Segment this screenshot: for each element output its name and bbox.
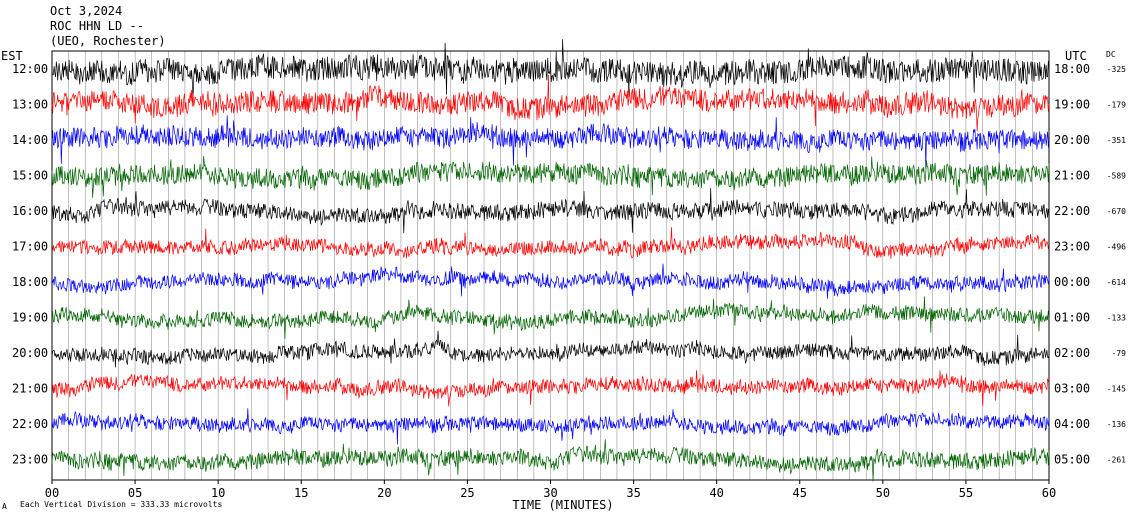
trace-line <box>51 74 1050 132</box>
right-hour-label: 02:00 <box>1054 346 1090 360</box>
left-hour-label: 20:00 <box>12 346 48 360</box>
chart-header: Oct 3,2024 ROC HHN LD -- (UEO, Rochester… <box>50 4 166 48</box>
right-timezone-label: UTC <box>1065 49 1087 63</box>
x-tick-label: 55 <box>959 486 973 500</box>
dc-offset-label: -325 <box>1107 65 1126 74</box>
x-tick-label: 10 <box>211 486 225 500</box>
x-tick-label: 00 <box>45 486 59 500</box>
header-date: Oct 3,2024 <box>50 4 122 18</box>
dc-offset-label: -496 <box>1107 243 1126 252</box>
trace-line <box>51 330 1050 368</box>
x-tick-label: 25 <box>460 486 474 500</box>
right-hour-label: 00:00 <box>1054 275 1090 289</box>
left-timezone-label: EST <box>1 49 23 63</box>
dc-offset-label: -79 <box>1112 349 1127 358</box>
left-hour-label: 17:00 <box>12 240 48 254</box>
header-station: ROC HHN LD -- <box>50 19 144 33</box>
trace-line <box>52 227 1050 259</box>
trace-line <box>51 296 1050 340</box>
right-hour-label: 04:00 <box>1054 417 1090 431</box>
dc-offset-label: -145 <box>1107 385 1126 394</box>
right-hour-label: 23:00 <box>1054 240 1090 254</box>
x-tick-label: 45 <box>793 486 807 500</box>
dc-header-label: DC <box>1106 50 1116 59</box>
dc-offset-label: -670 <box>1107 207 1126 216</box>
right-hour-label: 22:00 <box>1054 204 1090 218</box>
trace-line <box>51 439 1050 482</box>
right-hour-label: 05:00 <box>1054 453 1090 467</box>
dc-offset-label: -614 <box>1107 278 1126 287</box>
left-hour-label: 14:00 <box>12 133 48 147</box>
dc-offset-label: -351 <box>1107 136 1126 145</box>
right-hour-label: 19:00 <box>1054 98 1090 112</box>
trace-line <box>51 39 1050 103</box>
footer-note-icon: A <box>2 502 7 511</box>
left-hour-label: 21:00 <box>12 382 48 396</box>
x-tick-label: 50 <box>876 486 890 500</box>
hour-labels: 12:00 18:00 -325 13:00 19:00 -179 14:00 20:00 -3… <box>12 62 1126 467</box>
x-tick-label: 20 <box>377 486 391 500</box>
left-hour-label: 22:00 <box>12 417 48 431</box>
right-hour-label: 21:00 <box>1054 169 1090 183</box>
left-hour-label: 23:00 <box>12 453 48 467</box>
left-hour-label: 13:00 <box>12 98 48 112</box>
right-hour-label: 20:00 <box>1054 133 1090 147</box>
x-axis-label: TIME (MINUTES) <box>512 498 613 512</box>
right-hour-label: 03:00 <box>1054 382 1090 396</box>
trace-line <box>51 187 1050 234</box>
x-axis-ticks: 00 05 10 15 20 25 30 35 40 45 50 55 60 <box>45 480 1056 500</box>
trace-line <box>51 155 1050 198</box>
footer-note: Each Vertical Division = 333.33 microvol… <box>20 500 222 509</box>
header-location: (UEO, Rochester) <box>50 34 166 48</box>
dc-offset-label: -133 <box>1107 314 1126 323</box>
dc-offset-label: -589 <box>1107 172 1126 181</box>
left-hour-label: 19:00 <box>12 311 48 325</box>
trace-line <box>51 115 1050 169</box>
x-tick-label: 05 <box>128 486 142 500</box>
x-tick-label: 15 <box>294 486 308 500</box>
dc-offset-label: -136 <box>1107 420 1126 429</box>
right-hour-label: 18:00 <box>1054 62 1090 76</box>
left-hour-label: 16:00 <box>12 204 48 218</box>
x-tick-label: 30 <box>543 486 557 500</box>
x-tick-label: 40 <box>709 486 723 500</box>
dc-offset-label: -179 <box>1107 101 1126 110</box>
dc-offset-label: -261 <box>1107 456 1126 465</box>
vertical-gridlines <box>68 51 1033 480</box>
right-hour-label: 01:00 <box>1054 311 1090 325</box>
left-hour-label: 12:00 <box>12 62 48 76</box>
left-hour-label: 18:00 <box>12 275 48 289</box>
x-tick-label: 60 <box>1042 486 1056 500</box>
trace-line <box>51 263 1050 299</box>
seismic-traces <box>51 39 1050 482</box>
trace-line <box>51 370 1050 407</box>
trace-line <box>51 408 1050 445</box>
left-hour-label: 15:00 <box>12 169 48 183</box>
x-tick-label: 35 <box>626 486 640 500</box>
